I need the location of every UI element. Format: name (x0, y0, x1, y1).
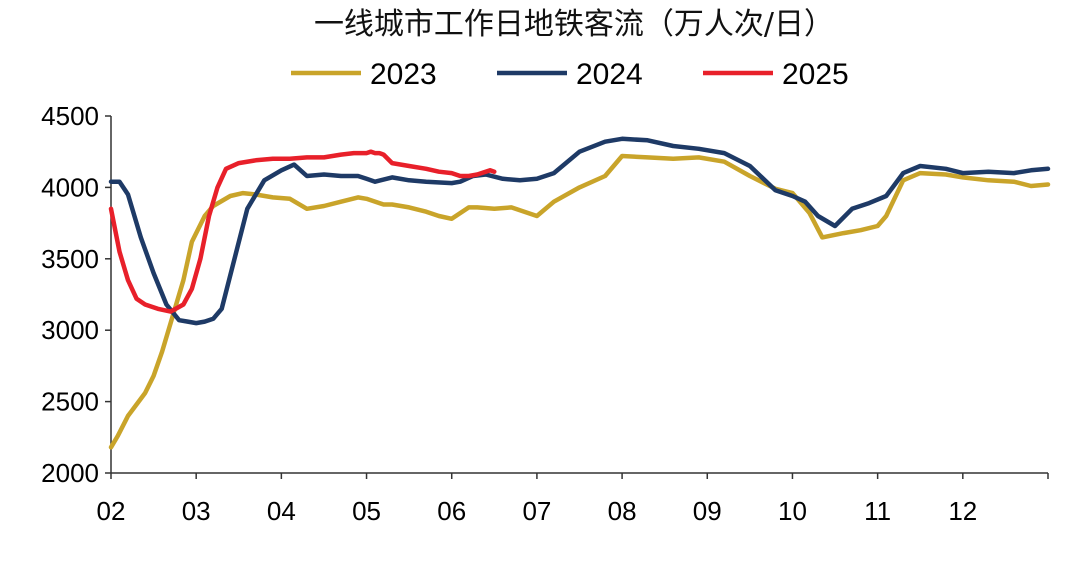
y-tick-label: 4500 (41, 101, 99, 131)
chart-title: 一线城市工作日地铁客流（万人次/日） (314, 7, 834, 42)
x-tick-label: 02 (97, 496, 126, 526)
legend-item-2023: 2023 (291, 58, 437, 91)
axes: 2000 2500 3000 3500 4000 4500 02 03 04 05 06 07 08 09… (41, 101, 1049, 526)
x-tick-label: 10 (778, 496, 807, 526)
x-tick-label: 03 (182, 496, 211, 526)
y-tick-label: 3000 (41, 315, 99, 345)
x-tick-label: 08 (608, 496, 637, 526)
series-line-2024 (108, 136, 1051, 326)
series-group (108, 136, 1051, 450)
y-tick-label: 3500 (41, 244, 99, 274)
x-tick-label: 05 (352, 496, 381, 526)
legend: 2023 2024 2025 (291, 58, 849, 91)
x-tick-label: 09 (693, 496, 722, 526)
y-tick-label: 2500 (41, 387, 99, 417)
legend-item-2024: 2024 (497, 58, 643, 91)
x-tick-label: 12 (948, 496, 977, 526)
x-tick-label: 11 (864, 496, 891, 526)
legend-item-2025: 2025 (703, 58, 849, 91)
legend-label: 2025 (782, 58, 849, 91)
y-tick-label: 2000 (41, 458, 99, 488)
y-tick-label: 4000 (41, 172, 99, 202)
x-tick-label: 04 (267, 496, 296, 526)
legend-label: 2024 (576, 58, 643, 91)
x-tick-label: 06 (437, 496, 466, 526)
series-line-2025 (108, 149, 497, 314)
legend-label: 2023 (370, 58, 437, 91)
x-tick-label: 07 (522, 496, 551, 526)
